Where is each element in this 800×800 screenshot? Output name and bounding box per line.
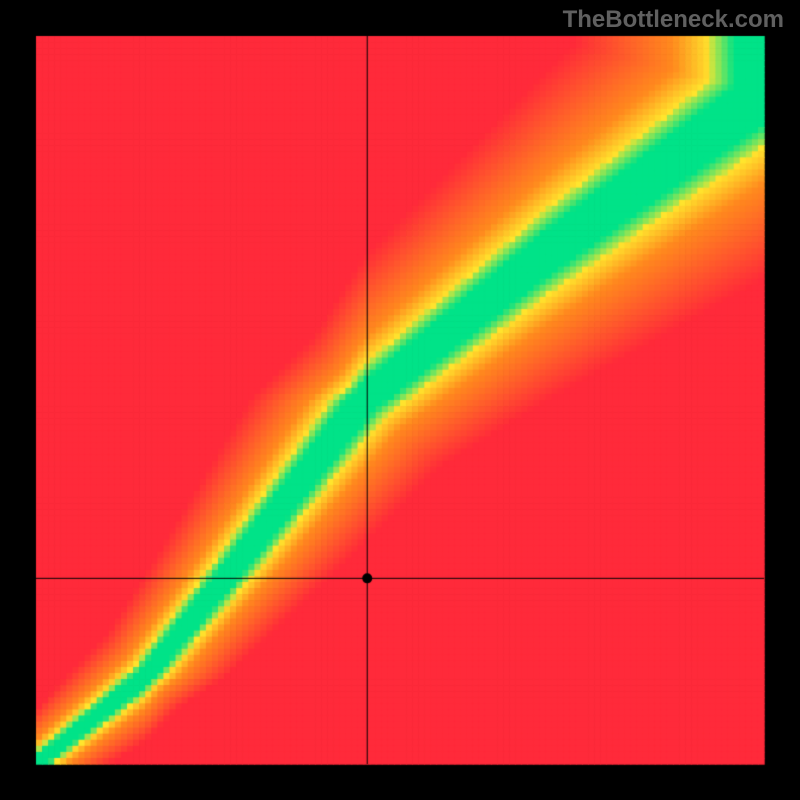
watermark-text: TheBottleneck.com [563, 6, 784, 34]
chart-container: TheBottleneck.com [0, 0, 800, 800]
heatmap-canvas [0, 0, 800, 800]
